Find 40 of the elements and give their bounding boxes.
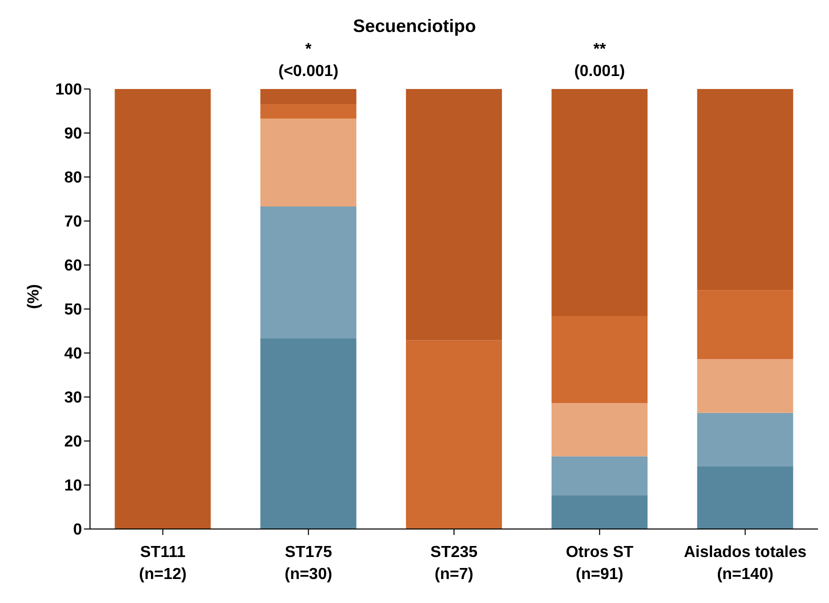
y-tick-label: 50 — [64, 302, 82, 319]
bar — [552, 89, 648, 316]
x-tick-label: ST235 (n=7) — [430, 544, 478, 583]
bar — [552, 456, 648, 496]
chart-title: Secuenciotipo — [352, 16, 478, 37]
bar — [697, 466, 794, 529]
y-axis-title: (%) — [26, 284, 43, 309]
bar — [260, 338, 356, 529]
y-tick-label: 20 — [64, 434, 82, 451]
bar — [406, 89, 502, 340]
bar — [697, 359, 794, 413]
y-tick-label: 10 — [64, 478, 82, 495]
y-tick-label: 30 — [64, 390, 82, 407]
bar — [697, 412, 794, 466]
bar — [697, 290, 794, 360]
y-tick-label: 100 — [55, 82, 82, 99]
bar — [260, 206, 356, 338]
bar — [114, 89, 211, 529]
bar — [260, 104, 356, 118]
bar — [552, 495, 648, 529]
annotation: * — [304, 40, 312, 60]
bar — [406, 340, 502, 529]
annotation: ** — [592, 40, 607, 60]
y-tick-label: 0 — [73, 522, 82, 539]
annotation: (0.001) — [573, 62, 626, 82]
x-tick-label: ST111 (n=12) — [139, 544, 187, 583]
annotation: (<0.001) — [277, 62, 340, 82]
x-tick-label: Aislados totales (n=140) — [684, 544, 807, 583]
bar — [552, 316, 648, 404]
bar — [260, 89, 356, 104]
y-tick-label: 80 — [64, 170, 82, 187]
x-tick-label: ST175 (n=30) — [284, 544, 332, 583]
y-tick-label: 60 — [64, 258, 82, 275]
bar — [552, 403, 648, 456]
bar — [260, 118, 356, 206]
bar — [697, 89, 794, 290]
x-tick-label: Otros ST (n=91) — [566, 544, 634, 583]
y-tick-label: 70 — [64, 214, 82, 231]
y-tick-label: 40 — [64, 346, 82, 363]
y-tick-label: 90 — [64, 126, 82, 143]
